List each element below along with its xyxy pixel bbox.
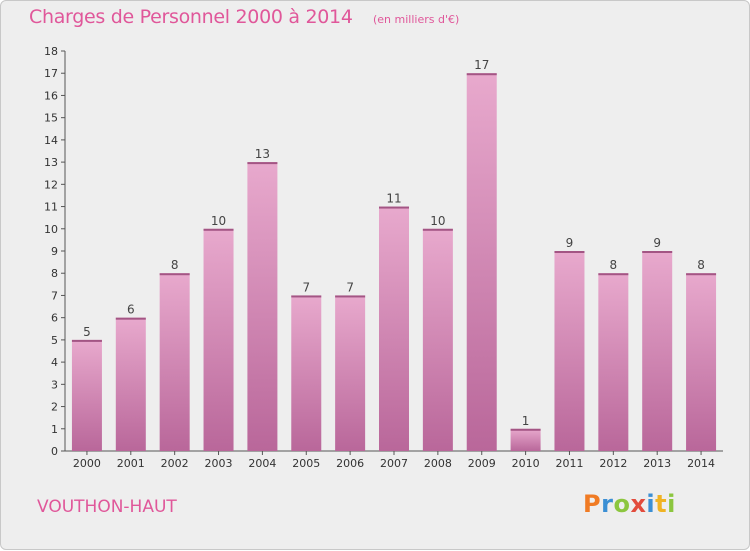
- bar: [203, 228, 234, 451]
- x-tick-label: 2008: [424, 457, 452, 470]
- data-label: 5: [83, 325, 91, 339]
- bar: [247, 162, 278, 451]
- bar: [422, 228, 453, 451]
- y-tick-label: 18: [44, 45, 58, 58]
- logo-letter: t: [655, 490, 668, 518]
- data-label: 9: [566, 236, 574, 250]
- x-tick-label: 2001: [117, 457, 145, 470]
- x-tick-label: 2003: [205, 457, 233, 470]
- chart-title: Charges de Personnel 2000 à 2014: [29, 6, 353, 28]
- y-tick-label: 10: [44, 223, 58, 236]
- bar-top: [510, 428, 541, 431]
- bar-top: [115, 317, 146, 320]
- y-tick-label: 2: [51, 401, 58, 414]
- bar-top: [71, 339, 102, 342]
- y-tick-label: 6: [51, 312, 58, 325]
- y-tick-label: 3: [51, 378, 58, 391]
- logo-letter: P: [583, 490, 602, 518]
- data-label: 11: [386, 192, 401, 206]
- x-tick-label: 2005: [292, 457, 320, 470]
- bar: [335, 295, 366, 451]
- bar: [598, 273, 629, 451]
- logo-letter: x: [630, 490, 647, 518]
- y-tick-label: 7: [51, 289, 58, 302]
- commune-name: VOUTHON-HAUT: [37, 497, 177, 517]
- bar-top: [422, 228, 453, 231]
- x-tick-label: 2004: [248, 457, 276, 470]
- bar-top: [203, 228, 234, 231]
- y-tick-label: 16: [44, 89, 58, 102]
- data-label: 8: [610, 258, 618, 272]
- logo-letter: i: [667, 490, 676, 518]
- bar-top: [247, 162, 278, 165]
- data-label: 8: [697, 258, 705, 272]
- bar-top: [466, 73, 497, 76]
- x-tick-label: 2013: [643, 457, 671, 470]
- bar: [71, 339, 102, 451]
- bar-top: [598, 273, 629, 276]
- bar: [642, 251, 673, 451]
- bar: [510, 428, 541, 451]
- proxiti-logo[interactable]: Proxiti: [583, 490, 676, 518]
- x-tick-label: 2012: [599, 457, 627, 470]
- y-tick-label: 9: [51, 245, 58, 258]
- y-tick-label: 1: [51, 423, 58, 436]
- x-tick-label: 2011: [555, 457, 583, 470]
- bar-top: [159, 273, 190, 276]
- logo-letter: r: [601, 490, 614, 518]
- bar: [115, 317, 146, 451]
- data-label: 10: [211, 214, 226, 228]
- logo-letter: o: [613, 490, 631, 518]
- y-tick-label: 5: [51, 334, 58, 347]
- y-tick-label: 15: [44, 112, 58, 125]
- data-label: 17: [474, 58, 489, 72]
- bar: [466, 73, 497, 451]
- y-tick-label: 12: [44, 178, 58, 191]
- data-label: 10: [430, 214, 445, 228]
- x-tick-label: 2010: [512, 457, 540, 470]
- chart-labels: 2000 5 2001 6 2002 8 2003 10 2004 13 2005 7 2006 7 200…: [73, 58, 715, 470]
- bar-top: [291, 295, 322, 298]
- logo-letter: i: [646, 490, 656, 518]
- y-tick-label: 4: [51, 356, 58, 369]
- x-tick-label: 2006: [336, 457, 364, 470]
- y-tick-label: 8: [51, 267, 58, 280]
- data-label: 8: [171, 258, 179, 272]
- data-label: 7: [302, 280, 310, 294]
- bar-top: [554, 251, 585, 253]
- chart-subtitle: (en milliers d'€): [373, 13, 460, 26]
- bar: [379, 206, 409, 451]
- y-tick-label: 11: [44, 201, 58, 214]
- y-tick-label: 13: [44, 156, 58, 169]
- y-tick-label: 0: [51, 445, 58, 458]
- data-label: 13: [255, 147, 270, 161]
- bar-top: [379, 206, 409, 209]
- x-tick-label: 2009: [468, 457, 496, 470]
- x-tick-label: 2014: [687, 457, 715, 470]
- y-tick-label: 17: [44, 67, 58, 80]
- x-tick-label: 2002: [161, 457, 189, 470]
- bar: [291, 295, 322, 451]
- data-label: 6: [127, 303, 135, 317]
- x-tick-label: 2000: [73, 457, 101, 470]
- chart-bars: [71, 73, 717, 451]
- x-tick-label: 2007: [380, 457, 408, 470]
- bar: [554, 251, 585, 451]
- bar-top: [335, 295, 366, 298]
- data-label: 9: [653, 236, 661, 250]
- bar-top: [642, 251, 673, 253]
- bar: [159, 273, 190, 451]
- bar-top: [686, 273, 717, 276]
- y-tick-label: 14: [44, 134, 58, 147]
- data-label: 7: [346, 280, 354, 294]
- bar: [686, 273, 717, 451]
- data-label: 1: [522, 414, 530, 428]
